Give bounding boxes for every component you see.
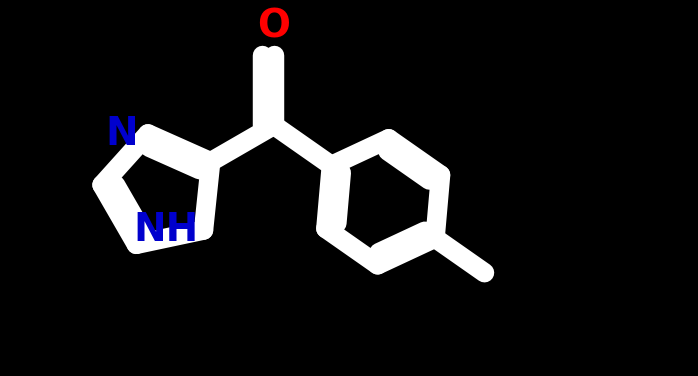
Text: O: O [258,8,290,45]
Text: N: N [105,115,138,153]
Text: NH: NH [133,211,199,249]
